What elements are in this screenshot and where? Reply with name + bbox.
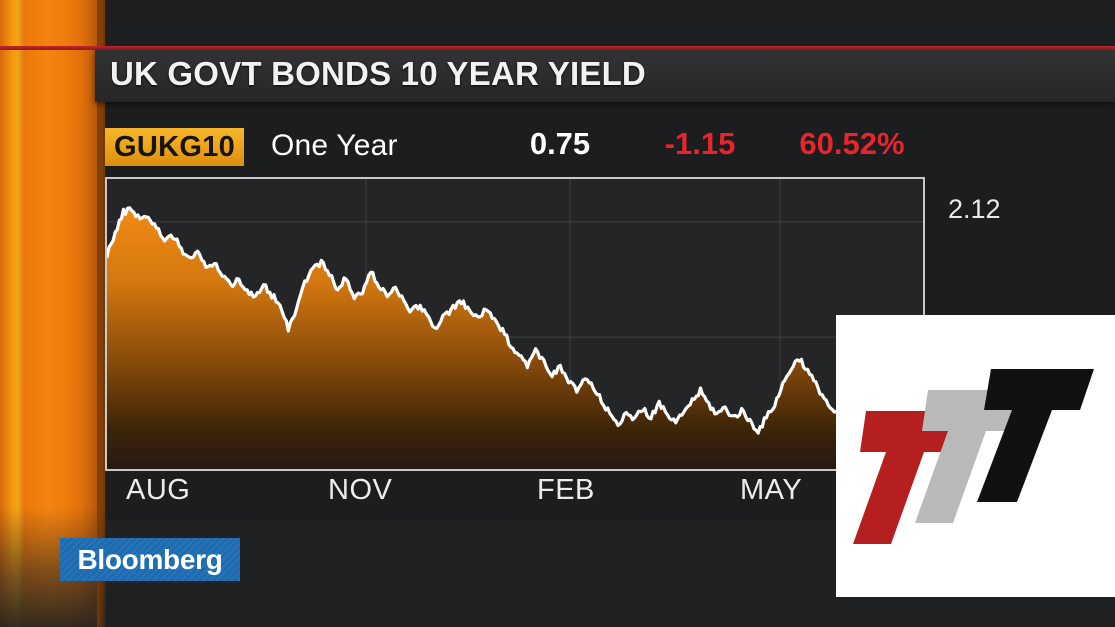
ticker-period-label: One Year — [271, 129, 398, 162]
three-slanted-t-logo-icon — [853, 369, 1094, 544]
ticker-symbol-badge[interactable]: GUKG10 — [105, 128, 245, 166]
left-band-edge-shadow — [97, 0, 107, 627]
ticker-change-value: -1.15 — [664, 126, 736, 161]
x-axis-tick-nov: NOV — [328, 474, 393, 506]
logo-t-red — [853, 411, 961, 544]
three-slanted-t-logo — [836, 315, 1115, 597]
y-axis-top-label: 2.12 — [948, 194, 1001, 224]
chart-plot-area[interactable] — [107, 179, 923, 469]
logo-t-black — [977, 369, 1094, 502]
bloomberg-logo: Bloomberg — [60, 538, 240, 581]
chart-frame — [105, 177, 925, 471]
logo-t-gray — [915, 390, 1023, 523]
ticker-row: GUKG10 One Year 0.75 -1.15 60.52% — [105, 126, 925, 172]
x-axis-tick-aug: AUG — [126, 474, 191, 506]
ticker-last-price: 0.75 — [529, 126, 591, 161]
ticker-change-percent: 60.52% — [799, 126, 905, 161]
accent-rule — [0, 46, 1115, 50]
x-axis-tick-feb: FEB — [537, 474, 595, 506]
x-axis-tick-may: MAY — [740, 474, 803, 506]
bloomberg-logo-text: Bloomberg — [77, 543, 223, 575]
left-orange-band — [0, 0, 105, 627]
title-bar — [95, 50, 1115, 102]
page-title: UK GOVT BONDS 10 YEAR YIELD — [110, 55, 646, 92]
chart-line-series — [107, 179, 923, 469]
